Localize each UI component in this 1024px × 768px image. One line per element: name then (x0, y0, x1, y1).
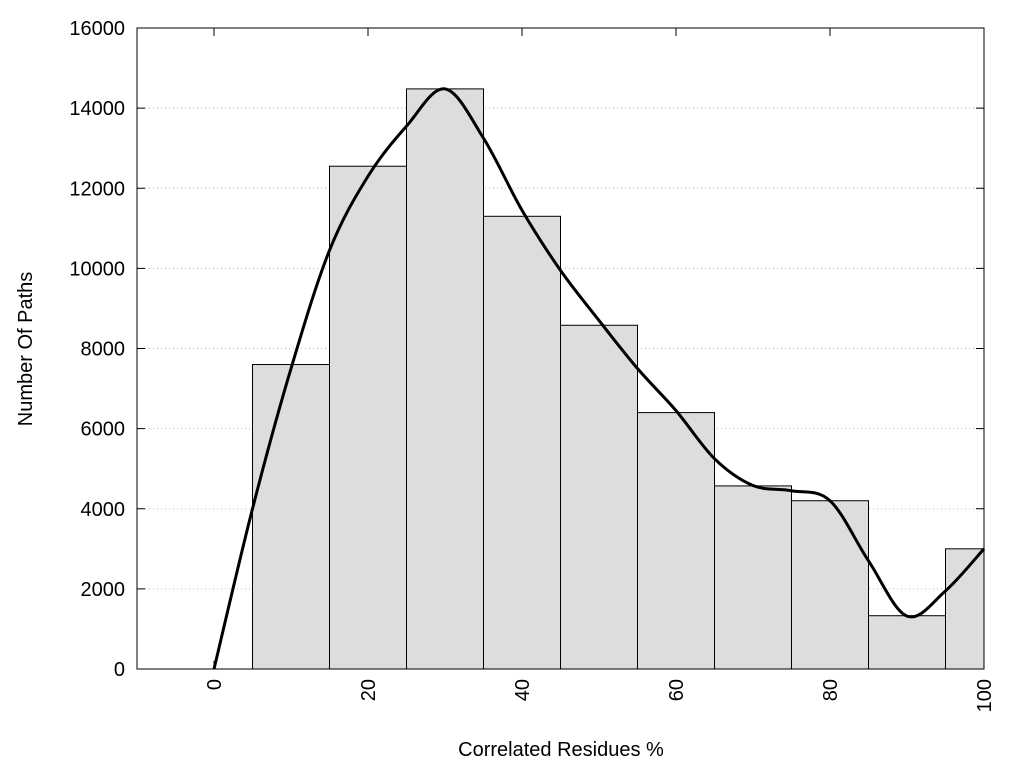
bar (560, 324, 638, 669)
y-tick-label: 10000 (69, 258, 125, 280)
bar (791, 500, 869, 669)
x-axis-label: Correlated Residues % (458, 739, 664, 761)
bar (406, 88, 484, 669)
x-tick-label: 100 (974, 679, 996, 712)
y-tick-label: 8000 (81, 339, 126, 361)
x-tick-label: 0 (204, 679, 226, 690)
x-tick-label: 40 (512, 679, 534, 701)
density-curve (212, 87, 986, 670)
bar (637, 412, 715, 669)
y-axis-label: Number Of Paths (15, 272, 37, 427)
bar (483, 215, 561, 669)
y-tick-label: 2000 (81, 579, 126, 601)
x-tick-label: 20 (358, 679, 380, 701)
y-tick-label: 16000 (69, 18, 125, 40)
bars (252, 88, 984, 669)
bar (714, 485, 792, 669)
y-tick-label: 6000 (81, 419, 126, 441)
y-tick-label: 0 (114, 659, 125, 681)
y-tick-label: 4000 (81, 499, 126, 521)
bar (252, 364, 330, 669)
y-tick-label: 14000 (69, 98, 125, 120)
x-tick-label: 80 (820, 679, 842, 701)
bar (329, 165, 407, 669)
bar (868, 615, 946, 669)
plot-border (136, 27, 985, 670)
y-tick-label: 12000 (69, 178, 125, 200)
x-tick-label: 60 (666, 679, 688, 701)
